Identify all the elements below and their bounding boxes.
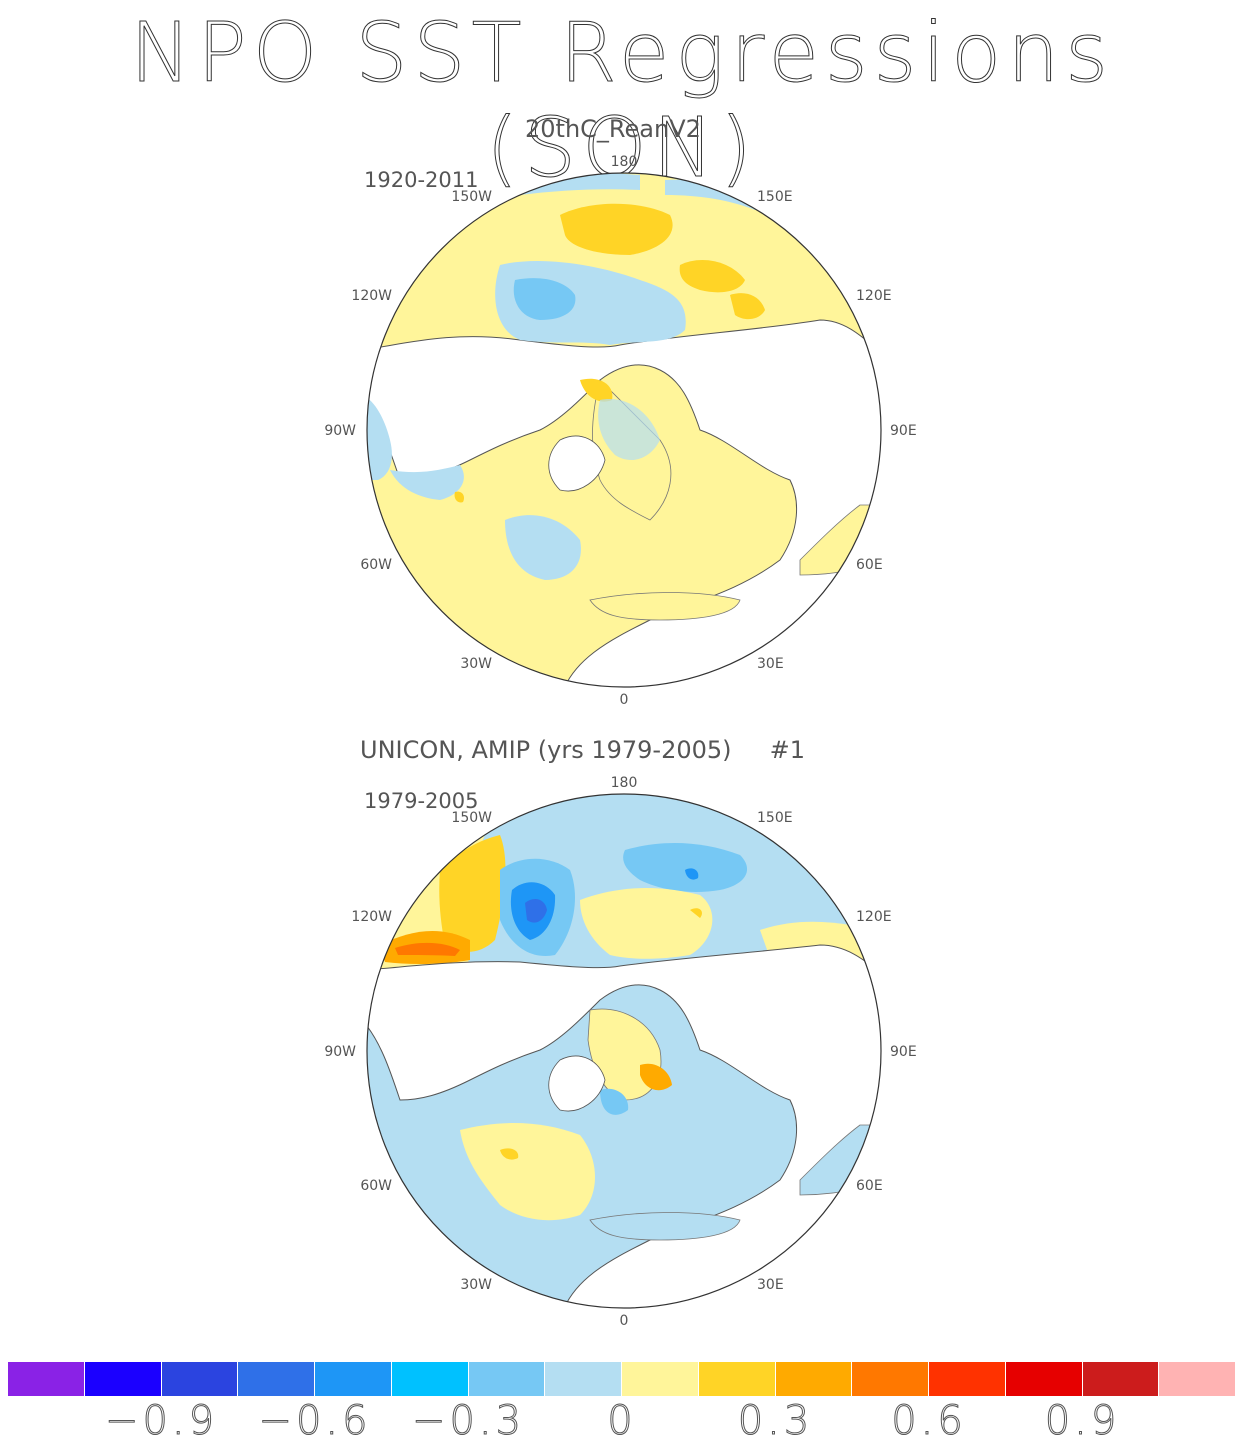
colorbar-box	[1159, 1362, 1236, 1396]
lon-label-150e: 150E	[757, 810, 793, 826]
lon-label-120w: 120W	[351, 288, 392, 304]
colorbar-box	[84, 1362, 162, 1396]
map-1-boundary	[366, 172, 882, 688]
lon-label-30e: 30E	[757, 656, 784, 672]
lon-label-30w: 30W	[460, 1277, 492, 1293]
colorbar-box	[8, 1362, 85, 1396]
colorbar-box	[545, 1362, 622, 1396]
colorbar-label: 0	[607, 1398, 637, 1444]
panel-1-title: 20thC_ReanV2	[525, 115, 701, 143]
lon-label-0: 0	[620, 1313, 629, 1329]
lon-label-180: 180	[611, 775, 638, 791]
colorbar-labels: −0.9 −0.6 −0.3 0 0.3 0.6 0.9	[0, 1398, 1244, 1444]
lon-label-0: 0	[620, 692, 629, 708]
lon-label-90e: 90E	[890, 423, 917, 439]
colorbar-label: 0.6	[891, 1398, 967, 1444]
lon-label-60e: 60E	[856, 557, 883, 573]
colorbar-box	[775, 1362, 853, 1396]
panel-1-period: 1920-2011	[364, 168, 479, 192]
colorbar-box	[315, 1362, 392, 1396]
panel-2-title: UNICON, AMIP (yrs 1979-2005) #1	[360, 736, 806, 764]
colorbar-box	[622, 1362, 699, 1396]
colorbar-box	[929, 1362, 1006, 1396]
lon-label-180: 180	[611, 154, 638, 170]
colorbar-box	[238, 1362, 315, 1396]
lon-label-30w: 30W	[460, 656, 492, 672]
lon-label-60e: 60E	[856, 1178, 883, 1194]
colorbar-box	[468, 1362, 546, 1396]
colorbar-box	[1005, 1362, 1083, 1396]
colorbar-label: −0.3	[411, 1398, 526, 1444]
lon-label-120w: 120W	[351, 909, 392, 925]
colorbar-label: −0.6	[258, 1398, 372, 1444]
colorbar-box	[698, 1362, 776, 1396]
colorbar-box	[391, 1362, 469, 1396]
lon-label-60w: 60W	[360, 1178, 392, 1194]
lon-label-150w: 150W	[451, 189, 492, 205]
panel-2-period: 1979-2005	[364, 789, 479, 813]
lon-label-150w: 150W	[451, 810, 492, 826]
lon-label-90w: 90W	[324, 1044, 356, 1060]
map-2-fill	[367, 794, 881, 1308]
main-title: NPO SST Regressions (SON)	[129, 6, 1115, 197]
colorbar	[8, 1362, 1236, 1396]
lon-label-120e: 120E	[856, 288, 892, 304]
colorbar-label: 0.9	[1044, 1398, 1121, 1444]
map-1-fill	[367, 173, 881, 687]
lon-label-90w: 90W	[324, 423, 356, 439]
lon-label-30e: 30E	[757, 1277, 784, 1293]
lon-label-120e: 120E	[856, 909, 892, 925]
lon-label-60w: 60W	[360, 557, 392, 573]
map-2-boundary	[366, 793, 882, 1309]
lon-label-150e: 150E	[757, 189, 793, 205]
polar-map-2: 180 150E 120E 90E 60E 30E 0 30W 60W 90W …	[324, 775, 917, 1329]
colorbar-label: 0.3	[737, 1398, 814, 1444]
colorbar-box	[1082, 1362, 1160, 1396]
lon-label-90e: 90E	[890, 1044, 917, 1060]
polar-map-1: 180 150E 120E 90E 60E 30E 0 30W 60W 90W …	[324, 154, 917, 708]
colorbar-label: −0.9	[104, 1398, 219, 1444]
colorbar-box	[161, 1362, 239, 1396]
colorbar-box	[852, 1362, 929, 1396]
